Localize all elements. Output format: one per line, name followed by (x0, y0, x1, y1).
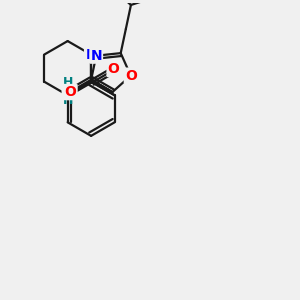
Text: H: H (63, 94, 74, 107)
Text: H: H (63, 76, 74, 89)
Text: O: O (125, 69, 137, 82)
Text: O: O (107, 62, 119, 76)
Text: O: O (65, 85, 76, 99)
Text: N: N (85, 48, 97, 62)
Text: N: N (90, 49, 102, 63)
Text: N: N (63, 85, 74, 99)
